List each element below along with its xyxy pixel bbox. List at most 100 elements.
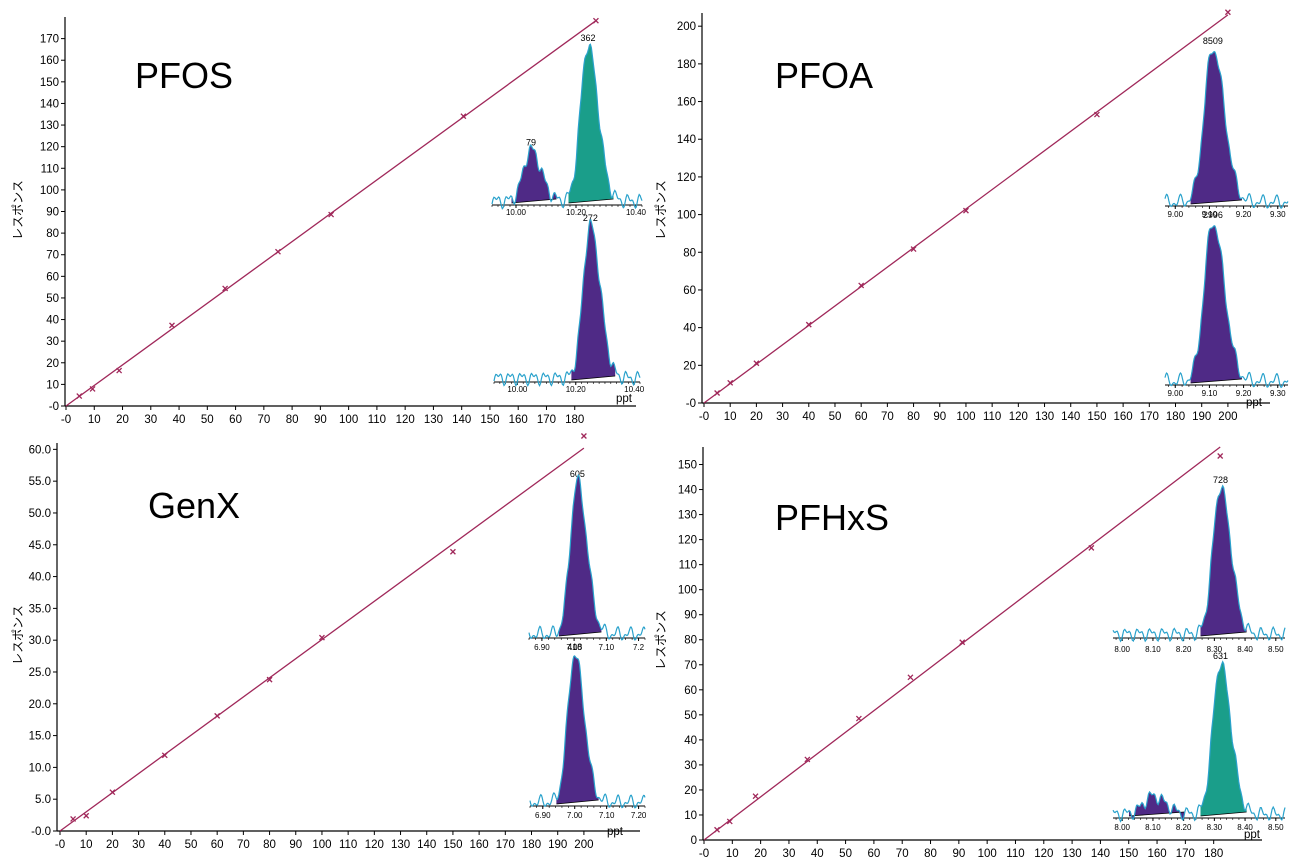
peak-baseline [1190, 378, 1242, 384]
x-tick-label: 130 [1035, 411, 1054, 423]
x-tick-label: 150 [1087, 411, 1106, 423]
data-point-stroke [222, 285, 229, 292]
inset-tick-label: 7.2 [633, 643, 645, 652]
data-point [1224, 9, 1231, 16]
data-point [753, 360, 760, 367]
x-tick-label: 50 [185, 839, 198, 851]
y-tick-label: 5.0 [35, 794, 51, 806]
x-tick-label: 80 [924, 848, 937, 857]
data-point [805, 321, 812, 328]
x-tick-label: 180 [522, 839, 541, 851]
data-point [962, 207, 969, 214]
chart-panel-genx: -0.0 5.0 10.0 15.0 20.0 25.0 30.0 35.0 40.0 45.0 5… [11, 433, 647, 851]
x-tick-label: 190 [548, 839, 567, 851]
y-tick-label: 130 [40, 120, 59, 132]
inset-tick-label: 8.10 [1145, 645, 1161, 654]
x-tick-label: 150 [480, 414, 499, 426]
x-tick-label: 10 [80, 839, 93, 851]
fit-line [59, 447, 585, 832]
x-tick-label: 160 [1114, 411, 1133, 423]
y-tick-label: 30 [684, 760, 697, 772]
chromatogram-trace [491, 43, 643, 210]
inset-tick-label: 9.20 [1236, 389, 1252, 398]
data-point-stroke [460, 113, 467, 120]
y-tick-label: 90 [46, 207, 59, 219]
data-point [109, 789, 116, 796]
data-point-stroke [318, 634, 325, 641]
x-tick-label: 10 [724, 411, 737, 423]
x-tick-label: 70 [896, 848, 909, 857]
chromatogram-trace [528, 473, 646, 641]
data-point [214, 712, 221, 719]
x-tick-label: 30 [783, 848, 796, 857]
x-axis-label: ppt [616, 393, 633, 405]
x-tick-label: -0 [699, 411, 709, 423]
data-point-stroke [116, 367, 123, 374]
inset-tick-label: 8.00 [1114, 645, 1130, 654]
y-tick-label: 0 [691, 835, 697, 847]
inset-tick-label: 8.20 [1176, 823, 1192, 832]
inset-tick-label: 10.20 [566, 208, 587, 217]
x-tick-label: 90 [314, 414, 327, 426]
x-tick-label: 40 [173, 414, 186, 426]
peak-area-label: 2996 [1203, 210, 1223, 220]
peak-baseline [1190, 199, 1242, 205]
x-tick-label: 140 [1061, 411, 1080, 423]
y-axis-label: レスポンス [654, 610, 668, 670]
data-point [714, 826, 720, 833]
chart-panel-pfoa: -0 20 40 60 80 100 120 140 160 180 200 -0 10 20 30 40 50… [654, 9, 1289, 423]
inset-tick-label: 8.30 [1207, 823, 1223, 832]
x-tick-label: -0 [61, 414, 71, 426]
peak-area-label: 79 [526, 138, 536, 148]
x-tick-label: 170 [537, 414, 556, 426]
x-tick-label: 80 [286, 414, 299, 426]
data-point [83, 812, 90, 819]
y-tick-label: 60 [684, 685, 697, 697]
data-point [266, 676, 273, 683]
inset-tick-label: 10.40 [624, 385, 645, 394]
x-tick-label: 190 [1192, 411, 1211, 423]
peak-area [558, 475, 602, 636]
y-tick-label: 30.0 [29, 635, 51, 647]
data-point-stroke [109, 789, 116, 796]
x-tick-label: 120 [1009, 411, 1028, 423]
y-tick-label: 140 [678, 485, 697, 497]
peak-area-label: 418 [567, 642, 582, 652]
peak-area [1200, 661, 1247, 816]
x-tick-label: 30 [776, 411, 789, 423]
peak-area [1200, 485, 1247, 636]
data-point-stroke [752, 793, 759, 800]
y-tick-label: 170 [40, 34, 59, 46]
y-tick-label: 50 [684, 710, 697, 722]
x-tick-label: 50 [839, 848, 852, 857]
data-point-stroke [910, 246, 917, 253]
data-point-stroke [714, 390, 721, 396]
peak-inset: 10.00 10.20 10.40 272 [493, 213, 645, 394]
peak-baseline [568, 198, 614, 204]
x-tick-label: 130 [1063, 848, 1082, 857]
y-tick-label: 60 [46, 271, 59, 283]
x-tick-label: 90 [933, 411, 946, 423]
inset-tick-label: 8.50 [1268, 823, 1284, 832]
y-tick-label: 60 [683, 285, 696, 297]
inset-tick-label: 10.00 [507, 385, 528, 394]
chart-title: PFOS [135, 55, 233, 96]
x-tick-label: 80 [907, 411, 920, 423]
y-tick-label: 150 [40, 77, 59, 89]
x-tick-label: 80 [263, 839, 276, 851]
y-tick-label: 200 [677, 21, 696, 33]
y-tick-label: 35.0 [29, 603, 51, 615]
x-tick-label: 20 [116, 414, 129, 426]
x-tick-label: -0 [699, 848, 709, 857]
peak-baseline [1128, 811, 1185, 817]
peak-area-label: 631 [1213, 651, 1228, 661]
chart-title: PFHxS [775, 497, 889, 538]
data-point-stroke [161, 752, 168, 759]
data-point [76, 393, 83, 400]
x-tick-label: 70 [881, 411, 894, 423]
chromatogram-trace [1112, 484, 1286, 643]
data-point [1088, 544, 1095, 551]
data-point-stroke [214, 712, 221, 719]
inset-tick-label: 9.10 [1202, 210, 1218, 219]
inset-tick-label: 10.00 [506, 208, 527, 217]
